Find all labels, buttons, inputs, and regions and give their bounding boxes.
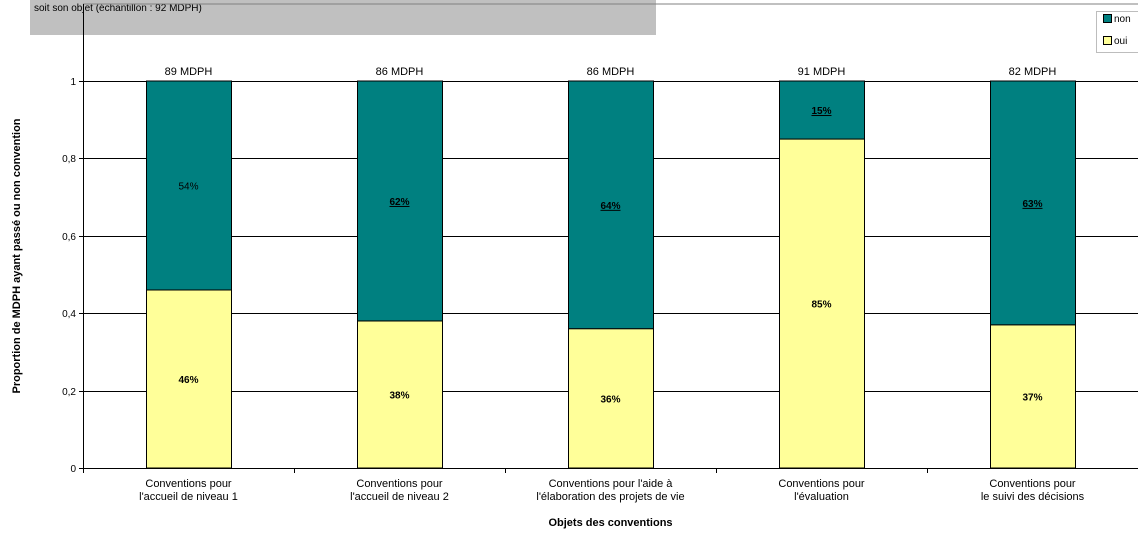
bar-non-1 [146, 80, 232, 291]
data-label-non: 54% [178, 181, 198, 192]
legend-label-oui: oui [1114, 36, 1128, 47]
chart-subtitle: soit son objet (échantillon : 92 MDPH) [34, 3, 202, 14]
bar-oui-5 [990, 324, 1076, 469]
bar-non-2 [357, 80, 443, 322]
data-label-non: 15% [811, 106, 831, 117]
x-tick-label: Conventions pour [989, 478, 1076, 490]
bar-non-3 [568, 80, 654, 330]
legend-swatch-oui [1103, 36, 1112, 45]
data-label-oui: 38% [389, 390, 409, 401]
x-tick-label: l'élaboration des projets de vie [536, 491, 684, 503]
data-label-oui: 85% [811, 300, 831, 311]
x-tick-label: le suivi des décisions [981, 491, 1085, 503]
x-tick-label: l'évaluation [794, 491, 849, 503]
bar-non-5 [990, 80, 1076, 326]
legend: non oui [1096, 11, 1138, 53]
x-tick-label: l'accueil de niveau 2 [350, 491, 449, 503]
bar-non-4 [779, 80, 865, 140]
legend-item-non: non [1103, 14, 1131, 26]
y-axis-title: Proportion de MDPH ayant passé ou non co… [11, 118, 23, 393]
x-tick-label: Conventions pour [778, 478, 865, 490]
bar-total-label: 86 MDPH [587, 66, 635, 78]
data-label-oui: 46% [178, 375, 198, 386]
y-tick-label: 0,2 [62, 387, 76, 398]
x-tick-label: Conventions pour l'aide à [549, 478, 674, 490]
data-label-non: 64% [600, 201, 620, 212]
x-tick-label: l'accueil de niveau 1 [139, 491, 238, 503]
x-tick-label: Conventions pour [145, 478, 232, 490]
bar-total-label: 91 MDPH [798, 66, 846, 78]
data-label-non: 62% [389, 197, 409, 208]
legend-item-oui: oui [1103, 36, 1127, 48]
y-tick-label: 0,8 [62, 154, 76, 165]
data-label-non: 63% [1022, 199, 1042, 210]
data-label-oui: 37% [1022, 392, 1042, 403]
legend-label-non: non [1114, 14, 1131, 25]
bar-total-label: 89 MDPH [165, 66, 213, 78]
y-tick-label: 1 [70, 77, 76, 88]
bar-oui-4 [779, 138, 865, 469]
bar-total-label: 82 MDPH [1009, 66, 1057, 78]
y-tick-label: 0 [70, 464, 76, 475]
bar-oui-3 [568, 328, 654, 469]
x-axis-title: Objets des conventions [548, 517, 672, 529]
y-tick-label: 0,4 [62, 309, 76, 320]
legend-swatch-non [1103, 14, 1112, 23]
bar-total-label: 86 MDPH [376, 66, 424, 78]
x-tick-label: Conventions pour [356, 478, 443, 490]
subtitle-banner: soit son objet (échantillon : 92 MDPH) [30, 0, 656, 35]
bar-oui-2 [357, 320, 443, 469]
y-tick-label: 0,6 [62, 232, 76, 243]
data-label-oui: 36% [600, 394, 620, 405]
